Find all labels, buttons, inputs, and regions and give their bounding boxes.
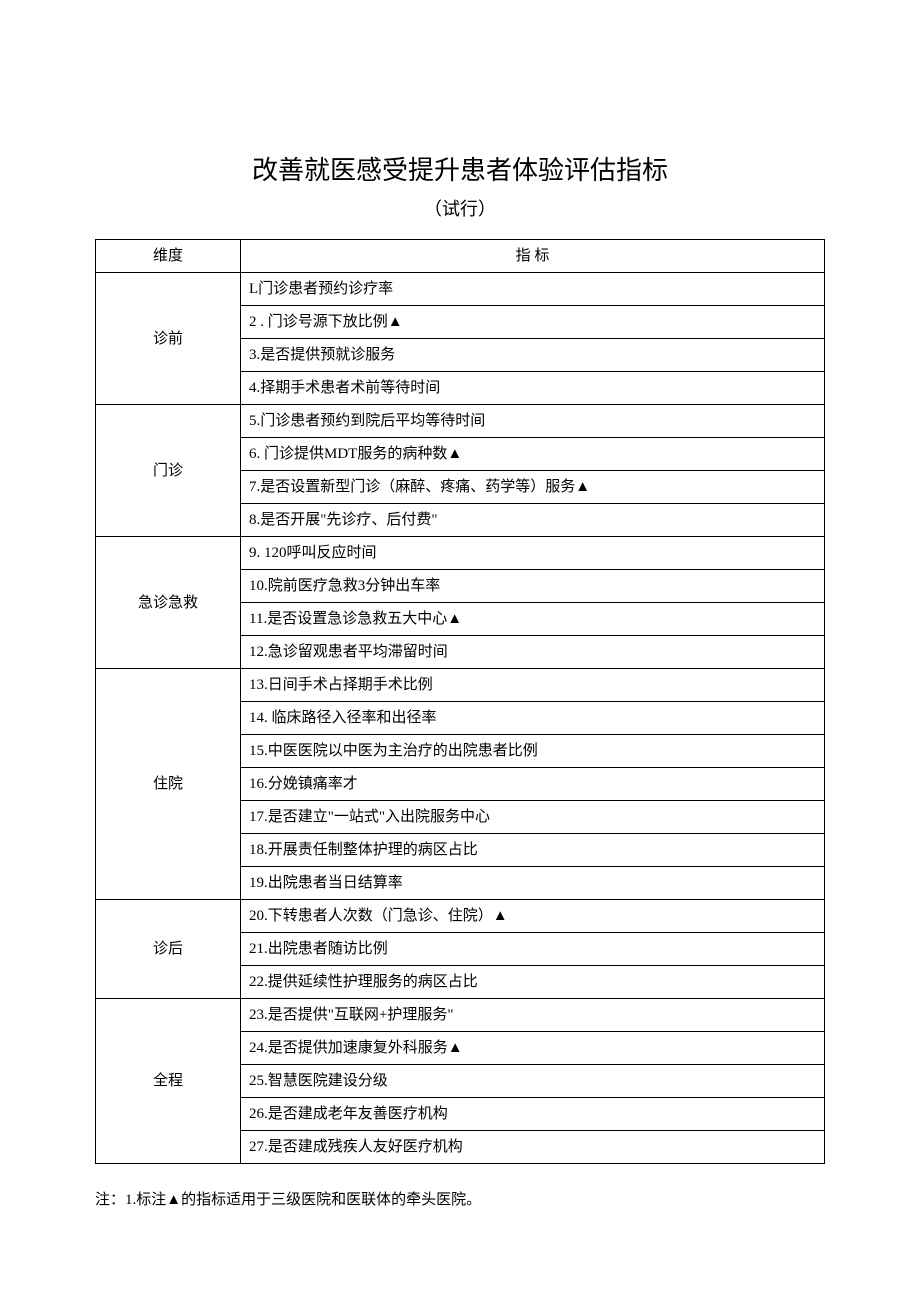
indicator-cell: 14. 临床路径入径率和出径率 bbox=[241, 702, 825, 735]
document-title: 改善就医感受提升患者体验评估指标 bbox=[95, 150, 825, 187]
indicator-cell: 6. 门诊提供MDT服务的病种数▲ bbox=[241, 438, 825, 471]
indicator-cell: 3.是否提供预就诊服务 bbox=[241, 339, 825, 372]
indicator-cell: 10.院前医疗急救3分钟出车率 bbox=[241, 570, 825, 603]
indicator-cell: 21.出院患者随访比例 bbox=[241, 933, 825, 966]
dimension-cell: 诊前 bbox=[96, 273, 241, 405]
indicator-cell: 20.下转患者人次数（门急诊、住院）▲ bbox=[241, 900, 825, 933]
dimension-cell: 门诊 bbox=[96, 405, 241, 537]
dimension-cell: 住院 bbox=[96, 669, 241, 900]
table-row: 诊后20.下转患者人次数（门急诊、住院）▲ bbox=[96, 900, 825, 933]
indicator-cell: 26.是否建成老年友善医疗机构 bbox=[241, 1098, 825, 1131]
indicator-cell: 19.出院患者当日结算率 bbox=[241, 867, 825, 900]
indicator-cell: 18.开展责任制整体护理的病区占比 bbox=[241, 834, 825, 867]
indicator-cell: 23.是否提供"互联网+护理服务" bbox=[241, 999, 825, 1032]
indicator-cell: 11.是否设置急诊急救五大中心▲ bbox=[241, 603, 825, 636]
dimension-cell: 诊后 bbox=[96, 900, 241, 999]
indicator-cell: 24.是否提供加速康复外科服务▲ bbox=[241, 1032, 825, 1065]
indicator-cell: 4.择期手术患者术前等待时间 bbox=[241, 372, 825, 405]
indicator-cell: 5.门诊患者预约到院后平均等待时间 bbox=[241, 405, 825, 438]
table-row: 全程23.是否提供"互联网+护理服务" bbox=[96, 999, 825, 1032]
indicator-cell: 15.中医医院以中医为主治疗的出院患者比例 bbox=[241, 735, 825, 768]
dimension-cell: 急诊急救 bbox=[96, 537, 241, 669]
table-row: 门诊5.门诊患者预约到院后平均等待时间 bbox=[96, 405, 825, 438]
indicator-cell: 9. 120呼叫反应时间 bbox=[241, 537, 825, 570]
footnote: 注：1.标注▲的指标适用于三级医院和医联体的牵头医院。 bbox=[95, 1188, 825, 1212]
indicator-cell: 7.是否设置新型门诊（麻醉、疼痛、药学等）服务▲ bbox=[241, 471, 825, 504]
indicator-cell: L门诊患者预约诊疗率 bbox=[241, 273, 825, 306]
table-row: 诊前L门诊患者预约诊疗率 bbox=[96, 273, 825, 306]
dimension-cell: 全程 bbox=[96, 999, 241, 1164]
indicator-cell: 2 . 门诊号源下放比例▲ bbox=[241, 306, 825, 339]
header-dimension: 维度 bbox=[96, 240, 241, 273]
indicator-cell: 8.是否开展"先诊疗、后付费" bbox=[241, 504, 825, 537]
indicators-table: 维度 指 标 诊前L门诊患者预约诊疗率2 . 门诊号源下放比例▲3.是否提供预就… bbox=[95, 239, 825, 1164]
table-row: 急诊急救9. 120呼叫反应时间 bbox=[96, 537, 825, 570]
indicator-cell: 22.提供延续性护理服务的病区占比 bbox=[241, 966, 825, 999]
document-subtitle: （试行） bbox=[95, 195, 825, 221]
indicator-cell: 12.急诊留观患者平均滞留时间 bbox=[241, 636, 825, 669]
table-row: 住院13.日间手术占择期手术比例 bbox=[96, 669, 825, 702]
header-indicator: 指 标 bbox=[241, 240, 825, 273]
indicator-cell: 25.智慧医院建设分级 bbox=[241, 1065, 825, 1098]
indicator-cell: 27.是否建成残疾人友好医疗机构 bbox=[241, 1131, 825, 1164]
indicator-cell: 17.是否建立"一站式"入出院服务中心 bbox=[241, 801, 825, 834]
indicator-cell: 16.分娩镇痛率才 bbox=[241, 768, 825, 801]
table-header-row: 维度 指 标 bbox=[96, 240, 825, 273]
indicator-cell: 13.日间手术占择期手术比例 bbox=[241, 669, 825, 702]
